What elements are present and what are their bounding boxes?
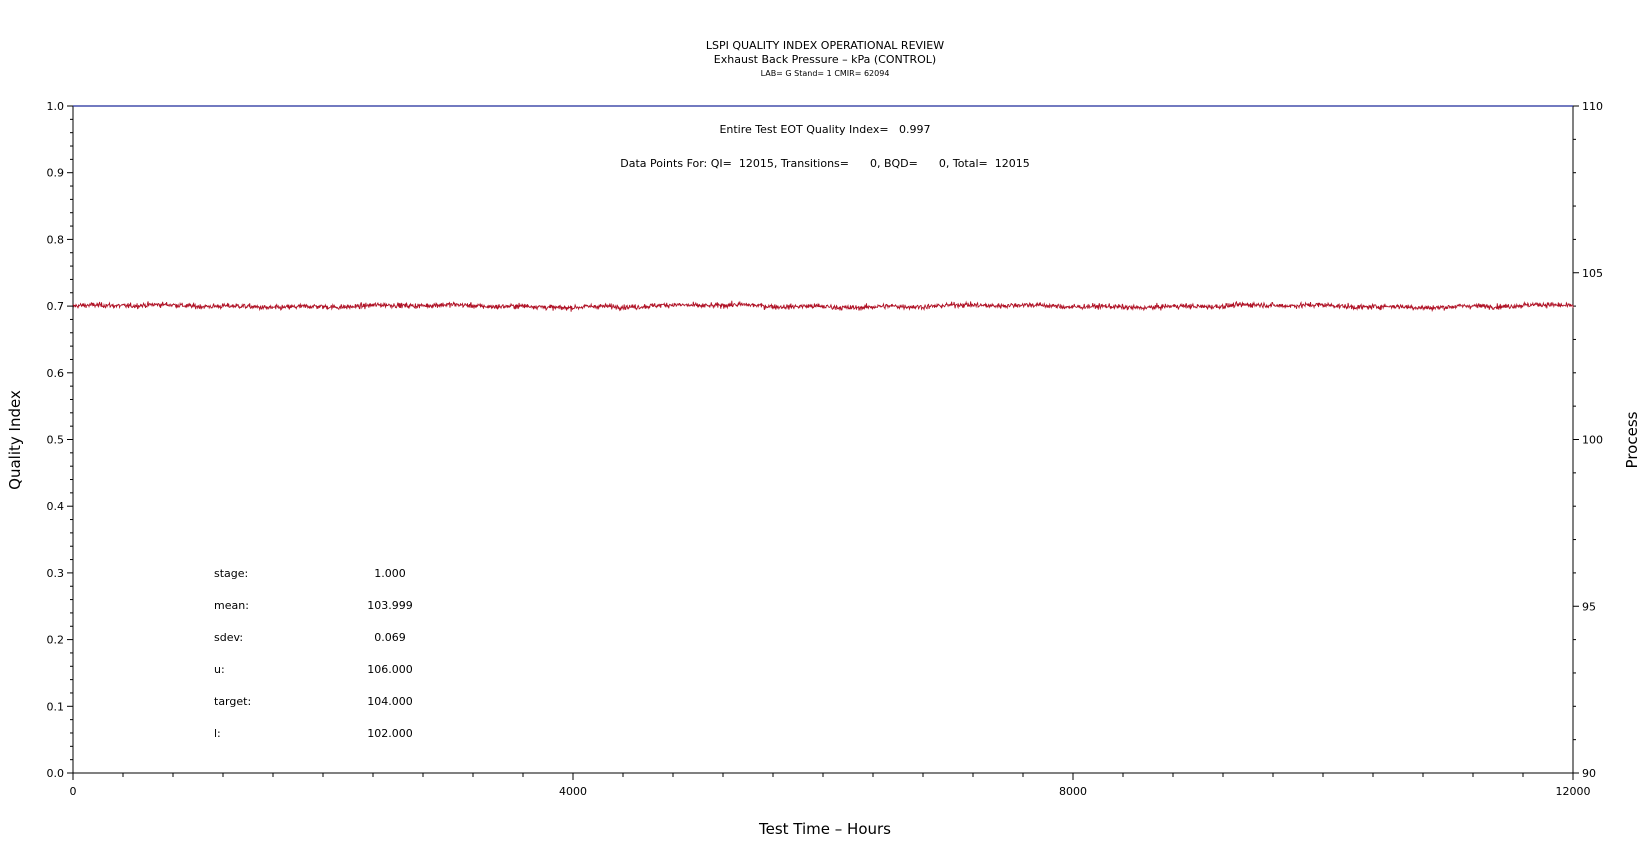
quality-index-annotation: Entire Test EOT Quality Index= 0.997 <box>719 123 930 136</box>
stat-value: 1.000 <box>374 567 406 580</box>
stat-value: 104.000 <box>367 695 413 708</box>
y-left-tick-label: 0.0 <box>47 767 65 780</box>
y-right-tick-label: 90 <box>1582 767 1596 780</box>
right-y-axis: 90 95 100 105 110 <box>1573 100 1603 780</box>
x-tick-label: 0 <box>70 785 77 798</box>
data-points-annotation: Data Points For: QI= 12015, Transitions=… <box>620 157 1029 170</box>
y-left-tick-label: 0.2 <box>47 634 65 647</box>
y-axis-right-label: Process <box>1623 411 1641 468</box>
y-left-tick-label: 0.6 <box>47 367 65 380</box>
series-layer <box>72 105 1574 313</box>
y-right-tick-label: 95 <box>1582 600 1596 613</box>
y-axis-left-label: Quality Index <box>6 390 24 490</box>
stat-label: sdev: <box>214 631 243 644</box>
y-right-tick-label: 105 <box>1582 267 1603 280</box>
x-tick-label: 4000 <box>559 785 587 798</box>
stat-label: mean: <box>214 599 249 612</box>
y-left-tick-label: 0.4 <box>47 500 65 513</box>
plot-frame <box>72 105 1574 774</box>
y-right-tick-label: 110 <box>1582 100 1603 113</box>
x-axis: 0 4000 8000 12000 <box>70 773 1591 798</box>
stat-label: stage: <box>214 567 248 580</box>
stat-value: 102.000 <box>367 727 413 740</box>
y-left-tick-label: 0.1 <box>47 700 65 713</box>
y-left-tick-label: 1.0 <box>47 100 65 113</box>
stats-table: stage: 1.000 mean: 103.999 sdev: 0.069 u: 106.0… <box>214 567 413 740</box>
x-tick-label: 8000 <box>1059 785 1087 798</box>
x-tick-label: 12000 <box>1556 785 1591 798</box>
stat-label: target: <box>214 695 251 708</box>
chart-subtitle: Exhaust Back Pressure – kPa (CONTROL) <box>714 53 936 66</box>
y-left-tick-label: 0.8 <box>47 233 65 246</box>
x-axis-label: Test Time – Hours <box>758 820 891 838</box>
process-line <box>72 300 1574 313</box>
chart-subtitle-lab: LAB= G Stand= 1 CMIR= 62094 <box>761 69 890 78</box>
y-left-tick-label: 0.7 <box>47 300 65 313</box>
chart-title: LSPI QUALITY INDEX OPERATIONAL REVIEW <box>706 39 944 52</box>
stat-label: u: <box>214 663 225 676</box>
y-left-tick-label: 0.9 <box>47 167 65 180</box>
stat-value: 0.069 <box>374 631 406 644</box>
stat-value: 106.000 <box>367 663 413 676</box>
y-left-tick-label: 0.3 <box>47 567 65 580</box>
y-left-tick-label: 0.5 <box>47 434 65 447</box>
stat-label: l: <box>214 727 221 740</box>
y-right-tick-label: 100 <box>1582 434 1603 447</box>
stat-value: 103.999 <box>367 599 413 612</box>
left-y-axis: 0.0 0.1 0.2 0.3 0.4 0.5 0.6 0.7 0.8 0.9 1.0 <box>47 100 73 780</box>
